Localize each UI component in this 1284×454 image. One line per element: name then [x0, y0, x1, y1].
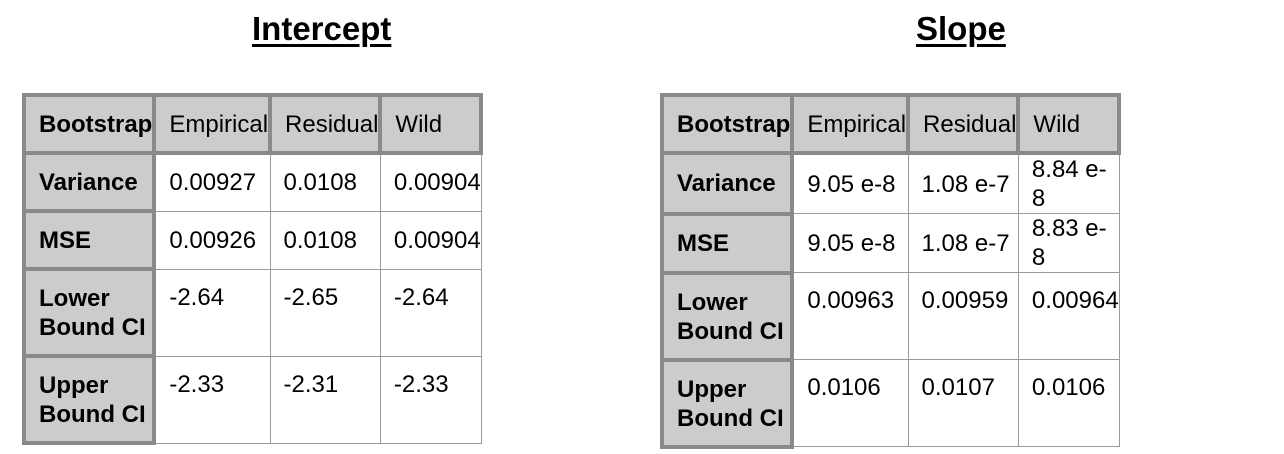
table-cell: -2.33 — [379, 355, 482, 444]
table-row: Variance 9.05 e-8 1.08 e-7 8.84 e-8 — [659, 151, 1120, 216]
table-row: Lower Bound CI -2.64 -2.65 -2.64 — [21, 267, 482, 358]
table-cell: 0.0108 — [269, 152, 381, 212]
table-row: Upper Bound CI -2.33 -2.31 -2.33 — [21, 354, 482, 445]
table-row: MSE 0.00926 0.0108 0.00904 — [21, 209, 482, 271]
row-header-variance: Variance — [659, 151, 795, 216]
row-header-mse: MSE — [21, 209, 157, 271]
row-header-lower-bound-ci: Lower Bound CI — [659, 270, 795, 362]
column-header-wild: Wild — [1016, 93, 1122, 155]
table-cell: 0.00926 — [153, 210, 271, 270]
table-cell: 0.0107 — [907, 359, 1019, 447]
row-header-lower-bound-ci: Lower Bound CI — [21, 267, 157, 358]
column-header-empirical: Empirical — [790, 93, 911, 155]
table-cell: 8.84 e-8 — [1017, 152, 1120, 214]
row-header-upper-bound-ci: Upper Bound CI — [21, 354, 157, 445]
table-cell: 0.00964 — [1017, 272, 1120, 360]
table-cell: 0.0106 — [1017, 359, 1120, 447]
table-cell: -2.64 — [379, 268, 482, 357]
column-header-bootstrap: Bootstrap — [659, 93, 795, 155]
slope-table: Bootstrap Empirical Residual Wild Varian… — [659, 93, 1122, 449]
row-header-variance: Variance — [21, 151, 157, 213]
table-cell: 0.00963 — [791, 272, 909, 360]
row-header-upper-bound-ci: Upper Bound CI — [659, 357, 795, 449]
column-header-wild: Wild — [378, 93, 484, 155]
table-cell: 1.08 e-7 — [907, 213, 1019, 273]
table-cell: -2.33 — [153, 355, 271, 444]
table-cell: 0.0106 — [791, 359, 909, 447]
table-cell: 1.08 e-7 — [907, 152, 1019, 214]
column-header-bootstrap: Bootstrap — [21, 93, 157, 155]
table-cell: 0.00959 — [907, 272, 1019, 360]
table-row: Upper Bound CI 0.0106 0.0107 0.0106 — [659, 357, 1120, 449]
table-header-row: Bootstrap Empirical Residual Wild — [659, 93, 1122, 155]
table-cell: -2.64 — [153, 268, 271, 357]
table-cell: 9.05 e-8 — [791, 152, 909, 214]
row-header-mse: MSE — [659, 211, 795, 275]
column-header-empirical: Empirical — [152, 93, 273, 155]
column-header-residual: Residual — [906, 93, 1021, 155]
table-cell: -2.65 — [269, 268, 381, 357]
table-cell: 0.00904 — [379, 210, 482, 270]
table-row: MSE 9.05 e-8 1.08 e-7 8.83 e-8 — [659, 211, 1120, 275]
table-cell: 0.0108 — [269, 210, 381, 270]
table-cell: 0.00927 — [153, 152, 271, 212]
table-row: Variance 0.00927 0.0108 0.00904 — [21, 151, 482, 213]
table-cell: 8.83 e-8 — [1017, 213, 1120, 273]
table-row: Lower Bound CI 0.00963 0.00959 0.00964 — [659, 270, 1120, 362]
table-cell: 9.05 e-8 — [791, 213, 909, 273]
table-cell: 0.00904 — [379, 152, 482, 212]
slope-title: Slope — [916, 10, 1006, 47]
intercept-title: Intercept — [252, 10, 392, 47]
table-header-row: Bootstrap Empirical Residual Wild — [21, 93, 484, 155]
intercept-table: Bootstrap Empirical Residual Wild Varian… — [21, 93, 484, 445]
column-header-residual: Residual — [268, 93, 383, 155]
table-cell: -2.31 — [269, 355, 381, 444]
